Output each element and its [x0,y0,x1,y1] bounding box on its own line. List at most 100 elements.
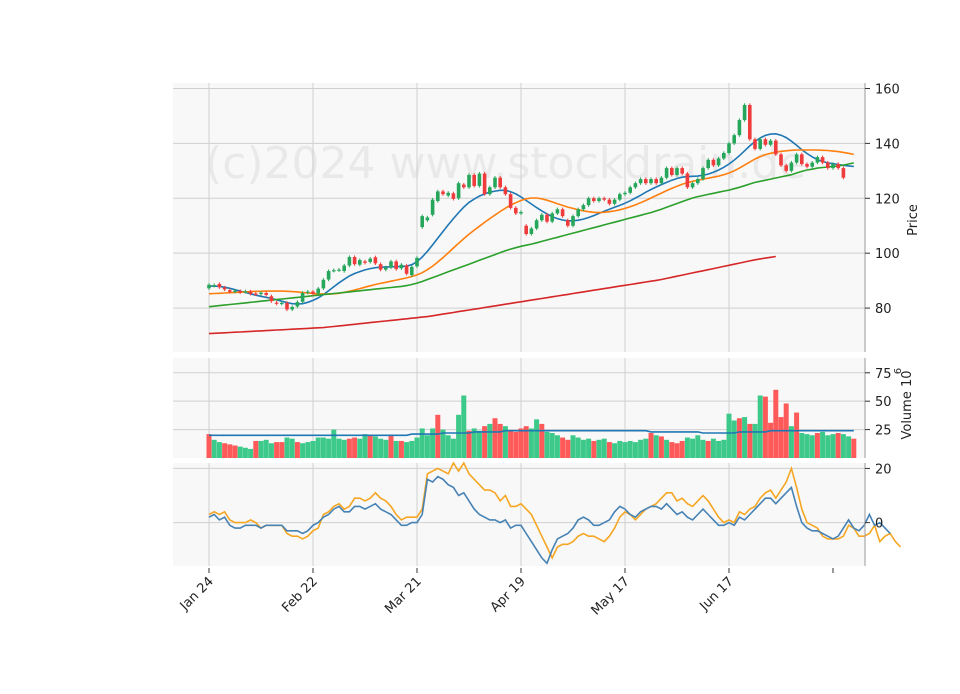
candle-body [623,192,627,195]
candle-body [633,183,638,188]
price-tick-label: 140 [875,137,900,152]
volume-bar [341,439,347,458]
candle-body [477,173,482,186]
candle-body [711,159,716,166]
price-tick-label: 160 [875,82,900,97]
volume-bar [752,423,758,458]
candle-body [295,302,300,307]
volume-bar [747,423,753,458]
volume-bar [778,417,784,458]
candle-body [737,120,742,136]
volume-bar [232,445,238,458]
candle-body [789,162,794,171]
candle-body [269,296,274,302]
candle-body [701,168,705,180]
moving-average-line-2 [208,149,854,295]
candle-body [451,193,456,199]
volume-bar [757,395,763,458]
x-tick-label: Jun 17 [697,574,737,614]
candle-body [592,198,596,202]
candle-body [363,261,367,263]
volume-bar [768,422,774,458]
volume-bar [435,414,441,458]
volume-bar [539,423,545,458]
volume-bar [799,433,805,458]
volume-bar [716,440,722,458]
volume-bar [211,439,217,458]
volume-bar [248,448,254,458]
oscillator-line-1 [208,461,902,560]
candle-body [259,292,263,295]
candle-body [306,291,310,293]
panel-bg-osc [173,463,865,566]
volume-bar [794,412,800,458]
candle-body [654,179,658,184]
volume-bar [627,440,633,458]
oscillator-tick-label: 0 [875,517,883,532]
candle-body [644,179,648,184]
volume-bar [404,442,410,458]
candle-body [545,214,549,222]
candle-body [675,168,679,175]
volume-bar [476,430,482,458]
volume-bar [383,439,389,458]
volume-bar [820,431,826,458]
volume-bar [357,438,363,458]
candle-body [332,270,336,272]
volume-bar [736,418,742,458]
volume-bar [362,434,368,458]
candle-body [326,271,331,280]
volume-bar [674,443,680,458]
candle-body [607,199,612,204]
price-tick-label: 100 [875,247,900,262]
candle-body [727,143,731,153]
volume-bar [367,435,373,458]
volume-bar [310,440,316,458]
candle-body [696,179,700,184]
candle-body [800,154,804,164]
candle-body [274,302,279,304]
candle-body [576,209,580,217]
candle-body [680,168,684,174]
volume-bar [622,442,628,458]
candle-body [514,207,518,214]
price-tick-label: 80 [875,302,892,317]
candle-body [415,257,419,267]
candle-body [649,179,653,184]
volume-bar [549,433,555,458]
candle-body [826,162,830,169]
x-tick-label: May 17 [589,574,633,618]
volume-bar [825,435,831,458]
candle-body [425,217,430,221]
candle-body [571,216,575,226]
volume-panel [206,389,857,458]
volume-bar [684,437,690,458]
candle-body [524,225,528,234]
candle-body [446,192,450,196]
volume-bar [700,439,706,458]
volume-bar [846,436,852,458]
candle-body [638,179,643,184]
volume-bar [471,428,477,458]
volume-bar [227,444,233,458]
candle-body [347,257,352,266]
volume-bar [726,413,732,458]
candle-body [248,291,253,294]
moving-average-line-3 [208,162,854,308]
candle-body [430,199,435,215]
volume-bar [419,428,425,458]
volume-bar [565,439,571,458]
gridlines [173,83,865,566]
candle-body [566,220,570,226]
price-panel [207,103,854,335]
candle-body [597,198,601,202]
volume-bar [669,442,675,458]
candle-body [742,104,747,121]
volume-bar [814,433,820,458]
candle-body [836,163,840,169]
moving-average-line-1 [209,132,854,305]
volume-bar [284,437,290,458]
candle-body [820,157,825,163]
volume-bar [482,426,488,458]
